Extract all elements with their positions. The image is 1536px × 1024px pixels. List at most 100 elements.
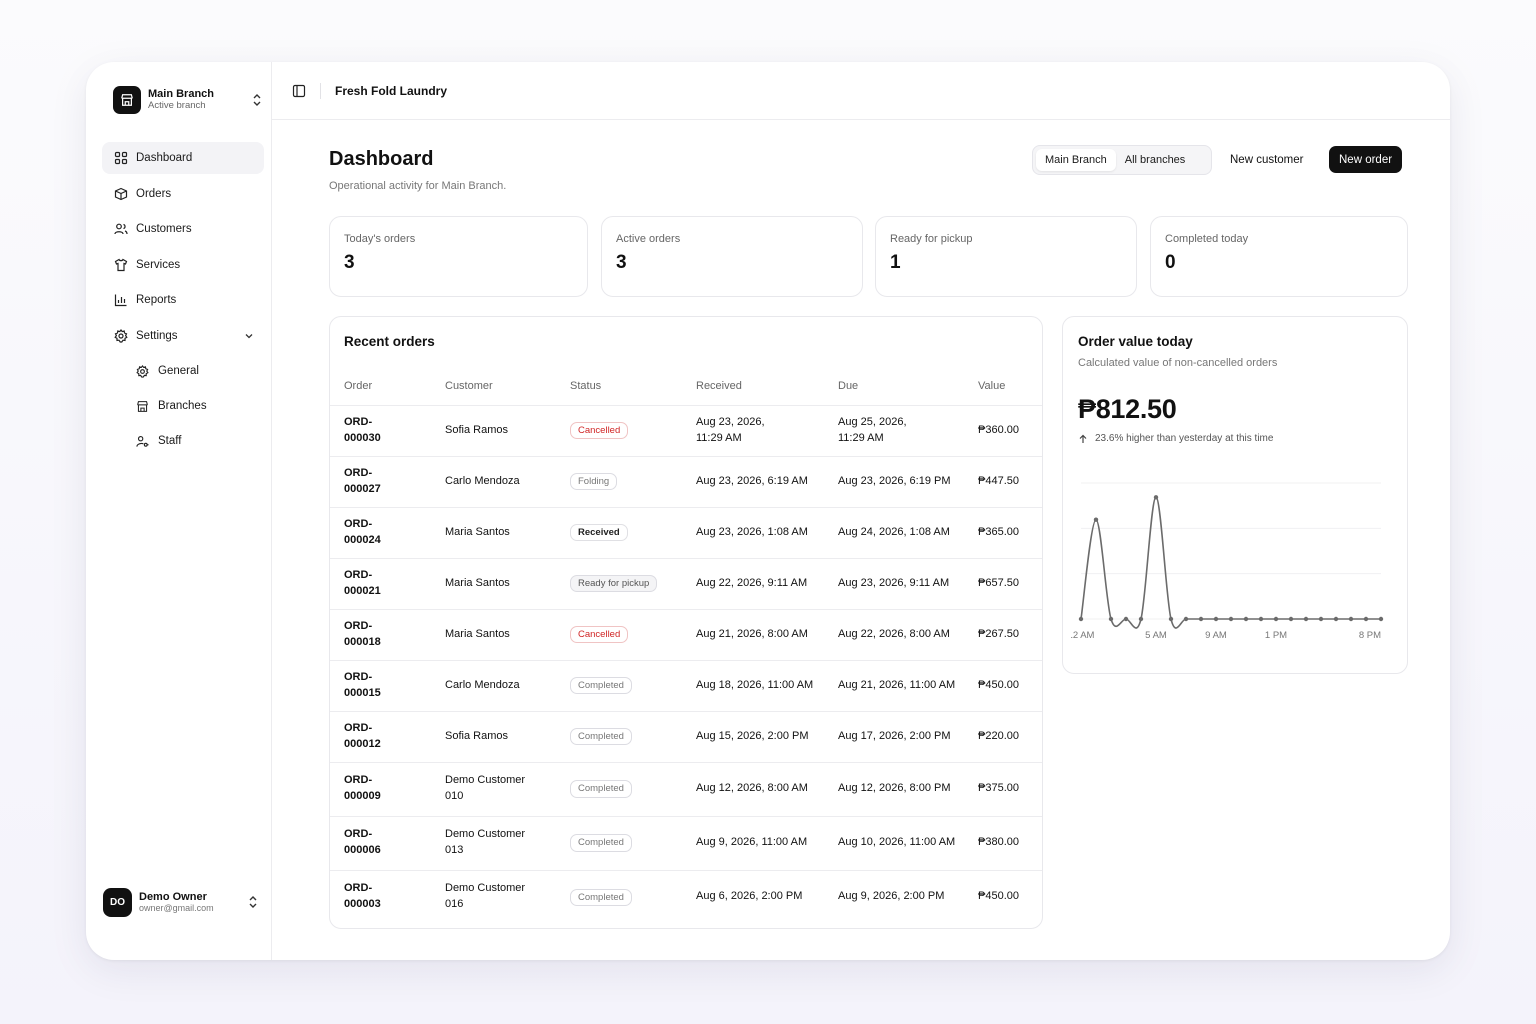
chart-point[interactable] xyxy=(1273,616,1279,622)
sidebar-subitem-branches[interactable]: Branches xyxy=(102,390,264,422)
scope-all-branches[interactable]: All branches xyxy=(1124,154,1186,166)
due-cell-line: Aug 24, 2026, 1:08 AM xyxy=(838,525,950,538)
order-id-cell-line: 000006 xyxy=(344,844,381,856)
table-row[interactable]: ORD- 000006 Demo Customer 013 Completed Aug 9… xyxy=(330,816,1042,871)
value-cell: ₱447.50 xyxy=(978,456,1042,508)
scope-main-branch[interactable]: Main Branch xyxy=(1036,149,1116,171)
due-cell-line: 11:29 AM xyxy=(838,431,884,444)
order-id-cell-line: ORD- xyxy=(344,466,373,479)
branch-switcher[interactable]: Main Branch Active branch xyxy=(113,85,263,115)
shirt-icon xyxy=(114,258,128,272)
customer-cell-line: Carlo Mendoza xyxy=(445,678,520,691)
chart-x-tick-label: 9 AM xyxy=(1205,630,1227,641)
order-id-cell-line: 000027 xyxy=(344,482,381,495)
customer-cell-line: Sofia Ramos xyxy=(445,729,508,742)
chart-point[interactable] xyxy=(1363,616,1369,622)
sidebar-item-reports[interactable]: Reports xyxy=(102,284,264,316)
order-id-cell-line: ORD- xyxy=(344,568,373,581)
sidebar-toggle-icon[interactable] xyxy=(292,84,306,98)
customer-cell: Maria Santos xyxy=(445,609,570,661)
order-id-cell-line: ORD- xyxy=(344,670,373,683)
users-icon xyxy=(114,222,128,236)
chevron-down-icon xyxy=(244,331,254,341)
sidebar-item-customers[interactable]: Customers xyxy=(102,213,264,245)
customer-cell-line: Demo Customer xyxy=(445,828,526,841)
user-menu[interactable]: DO Demo Owner owner@gmail.com xyxy=(103,886,259,918)
due-cell: Aug 9, 2026, 2:00 PM xyxy=(838,870,978,924)
sidebar-item-label: Settings xyxy=(136,329,178,342)
sidebar-subitem-staff[interactable]: Staff xyxy=(102,425,264,457)
chart-point[interactable] xyxy=(1243,616,1249,622)
table-row[interactable]: ORD- 000012 Sofia Ramos Completed Aug 15, 20… xyxy=(330,711,1042,763)
status-badge: Completed xyxy=(570,676,632,695)
status-badge: Cancelled xyxy=(570,421,629,440)
stat-ready-for-pickup: Ready for pickup 1 xyxy=(875,216,1137,297)
new-customer-button[interactable]: New customer xyxy=(1230,153,1304,166)
chart-point[interactable] xyxy=(1288,616,1294,622)
chart-point[interactable] xyxy=(1333,616,1339,622)
chart-point[interactable] xyxy=(1153,495,1159,500)
order-id-cell-line: 000018 xyxy=(344,635,381,648)
chart-point[interactable] xyxy=(1078,616,1084,622)
package-icon xyxy=(114,187,128,201)
status-cell: Completed xyxy=(570,870,696,924)
chart-point[interactable] xyxy=(1183,616,1189,622)
sidebar-item-services[interactable]: Services xyxy=(102,249,264,281)
avatar: DO xyxy=(103,887,132,917)
table-row[interactable]: ORD- 000009 Demo Customer 010 Completed Aug 1… xyxy=(330,762,1042,817)
order-id-cell-line: ORD- xyxy=(344,828,373,841)
chart-point[interactable] xyxy=(1123,616,1129,622)
sidebar-item-dashboard[interactable]: Dashboard xyxy=(102,142,264,174)
new-order-button[interactable]: New order xyxy=(1329,146,1403,173)
due-cell-line: Aug 17, 2026, 2:00 PM xyxy=(838,729,951,742)
sidebar: Main Branch Active branch Dashboard Orde… xyxy=(86,62,272,960)
order-id-cell-line: ORD- xyxy=(344,882,373,895)
table-row[interactable]: ORD- 000027 Carlo Mendoza Folding Aug 23, 20… xyxy=(330,456,1042,508)
chart-x-tick-label: 12 AM xyxy=(1071,630,1095,641)
column-header: Order xyxy=(330,367,445,406)
chart-point[interactable] xyxy=(1138,616,1144,622)
due-cell: Aug 21, 2026, 11:00 AM xyxy=(838,660,978,712)
order-value-title: Order value today xyxy=(1078,334,1193,349)
due-cell: Aug 25, 2026, 11:29 AM xyxy=(838,405,978,457)
stat-active-orders: Active orders 3 xyxy=(601,216,863,297)
received-cell: Aug 15, 2026, 2:00 PM xyxy=(696,711,838,763)
chart-point[interactable] xyxy=(1168,616,1174,622)
customer-cell: Sofia Ramos xyxy=(445,711,570,763)
chart-point[interactable] xyxy=(1093,517,1099,522)
table-row[interactable]: ORD- 000015 Carlo Mendoza Completed Aug 18, … xyxy=(330,660,1042,712)
table-row[interactable]: ORD- 000024 Maria Santos Received Aug 23, 20… xyxy=(330,507,1042,559)
table-row[interactable]: ORD- 000030 Sofia Ramos Cancelled Aug 23, 20… xyxy=(330,405,1042,457)
chart-point[interactable] xyxy=(1318,616,1324,622)
chart-point[interactable] xyxy=(1108,616,1114,622)
order-id-cell-line: ORD- xyxy=(344,721,373,734)
table-row[interactable]: ORD- 000003 Demo Customer 016 Completed Aug 6… xyxy=(330,870,1042,924)
chart-point[interactable] xyxy=(1258,616,1264,622)
chart-point[interactable] xyxy=(1303,616,1309,622)
sidebar-item-orders[interactable]: Orders xyxy=(102,178,264,210)
app-title: Fresh Fold Laundry xyxy=(335,83,448,98)
chart-point[interactable] xyxy=(1228,616,1234,622)
chart-point[interactable] xyxy=(1213,616,1219,622)
order-id-cell-line: ORD- xyxy=(344,517,373,530)
chart-point[interactable] xyxy=(1378,616,1384,622)
chevron-up-down-icon xyxy=(247,894,259,910)
topbar-divider xyxy=(320,82,321,99)
bar-chart-icon xyxy=(114,293,128,307)
app-window: Main Branch Active branch Dashboard Orde… xyxy=(86,62,1450,960)
customer-cell-line: 016 xyxy=(445,898,464,911)
order-id-cell-line: 000024 xyxy=(344,533,381,546)
order-id-cell: ORD- 000009 xyxy=(330,762,445,817)
sidebar-subitem-general[interactable]: General xyxy=(102,355,264,387)
value-cell: ₱375.00 xyxy=(978,762,1042,817)
table-row[interactable]: ORD- 000018 Maria Santos Cancelled Aug 21, 2… xyxy=(330,609,1042,661)
chart-point[interactable] xyxy=(1198,616,1204,622)
status-badge: Completed xyxy=(570,727,632,746)
status-badge: Completed xyxy=(570,834,632,852)
customer-cell: Demo Customer 010 xyxy=(445,762,570,817)
table-row[interactable]: ORD- 000021 Maria Santos Ready for pickup Au… xyxy=(330,558,1042,610)
value-cell: ₱450.00 xyxy=(978,890,1019,903)
arrow-up-icon xyxy=(1078,434,1088,444)
chart-point[interactable] xyxy=(1348,616,1354,622)
sidebar-item-settings[interactable]: Settings xyxy=(102,320,264,352)
